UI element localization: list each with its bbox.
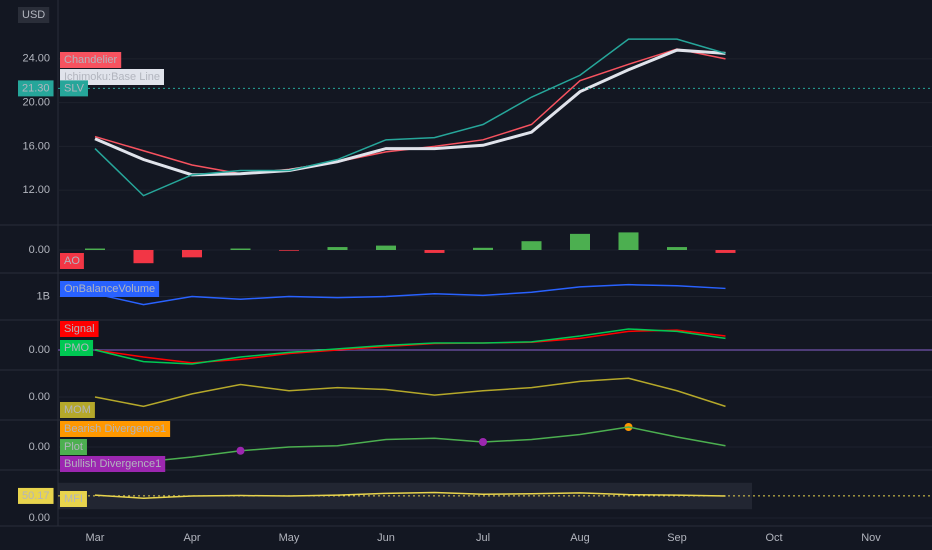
y-tick-label: 16.00: [22, 140, 50, 152]
legend-tag: Bearish Divergence1: [64, 423, 166, 435]
x-tick-label: Jun: [377, 532, 395, 544]
y-tick-label: 0.00: [29, 391, 50, 403]
y-tick-label: 0.00: [29, 244, 50, 256]
bar: [521, 241, 542, 250]
currency-label-bg: [18, 7, 50, 23]
y-tick-label: 1B: [37, 290, 50, 302]
last-value-label-bg: [18, 80, 54, 97]
legend-tag: Signal: [64, 323, 95, 335]
legend-tag: AO: [64, 255, 80, 267]
series-line: [94, 283, 726, 306]
bar: [230, 248, 251, 250]
marker: [236, 446, 245, 455]
legend-tag: PMO: [64, 342, 90, 354]
legend-tag: Ichimoku:Base Line: [64, 71, 160, 83]
series-line: [94, 328, 726, 365]
legend-tag-bg: [60, 439, 87, 455]
x-tick-label: Aug: [570, 532, 590, 544]
legend-tag-bg: [60, 402, 95, 418]
x-tick-label: Oct: [765, 532, 782, 544]
bar: [133, 250, 154, 264]
x-tick-label: Apr: [183, 532, 200, 544]
last-value-label: 50.17: [22, 490, 50, 502]
legend-tag-bg: [60, 253, 84, 269]
currency-label: USD: [22, 9, 45, 21]
band: [58, 482, 752, 510]
x-tick-label: Mar: [86, 532, 105, 544]
legend-tag-bg: [60, 456, 166, 472]
x-tick-label: Jul: [476, 532, 490, 544]
bar: [327, 247, 348, 250]
bar: [667, 247, 687, 250]
series-line: [94, 426, 726, 467]
legend-tag-bg: [60, 52, 122, 68]
bar: [376, 245, 396, 250]
bar: [570, 233, 590, 250]
legend-tag: Bullish Divergence1: [64, 458, 161, 470]
legend-tag: MFI: [64, 493, 83, 505]
y-tick-label: 0.00: [29, 441, 50, 453]
bar: [279, 250, 299, 251]
y-tick-label: 0.00: [29, 512, 50, 524]
y-tick-label: 24.00: [22, 53, 50, 65]
legend-tag-bg: [60, 421, 171, 437]
legend-tag-bg: [60, 281, 160, 297]
legend-tag-bg: [60, 340, 94, 356]
series-line: [94, 38, 726, 197]
y-tick-label: 0.00: [29, 344, 50, 356]
series-line: [94, 491, 726, 499]
x-tick-label: Nov: [861, 532, 881, 544]
legend-tag-bg: [60, 80, 88, 97]
bar: [182, 250, 202, 258]
legend-tag: MOM: [64, 404, 91, 416]
bar: [85, 248, 105, 250]
y-tick-label: 20.00: [22, 97, 50, 109]
legend-tag: OnBalanceVolume: [64, 283, 155, 295]
last-value-label-bg: [18, 487, 54, 504]
series-line: [94, 377, 726, 408]
legend-tag: SLV: [64, 82, 85, 94]
legend-tag-bg: [60, 321, 99, 337]
bar: [473, 247, 493, 250]
legend-tag: Plot: [64, 441, 83, 453]
legend-tag: Chandelier: [64, 54, 118, 66]
legend-tag-bg: [60, 491, 87, 507]
x-tick-label: Sep: [667, 532, 687, 544]
x-tick-label: May: [279, 532, 300, 544]
marker: [479, 438, 487, 446]
bar: [715, 250, 736, 253]
bar: [618, 232, 639, 250]
last-value-label: 21.30: [22, 82, 50, 94]
bar: [424, 250, 445, 253]
y-tick-label: 12.00: [22, 184, 50, 196]
